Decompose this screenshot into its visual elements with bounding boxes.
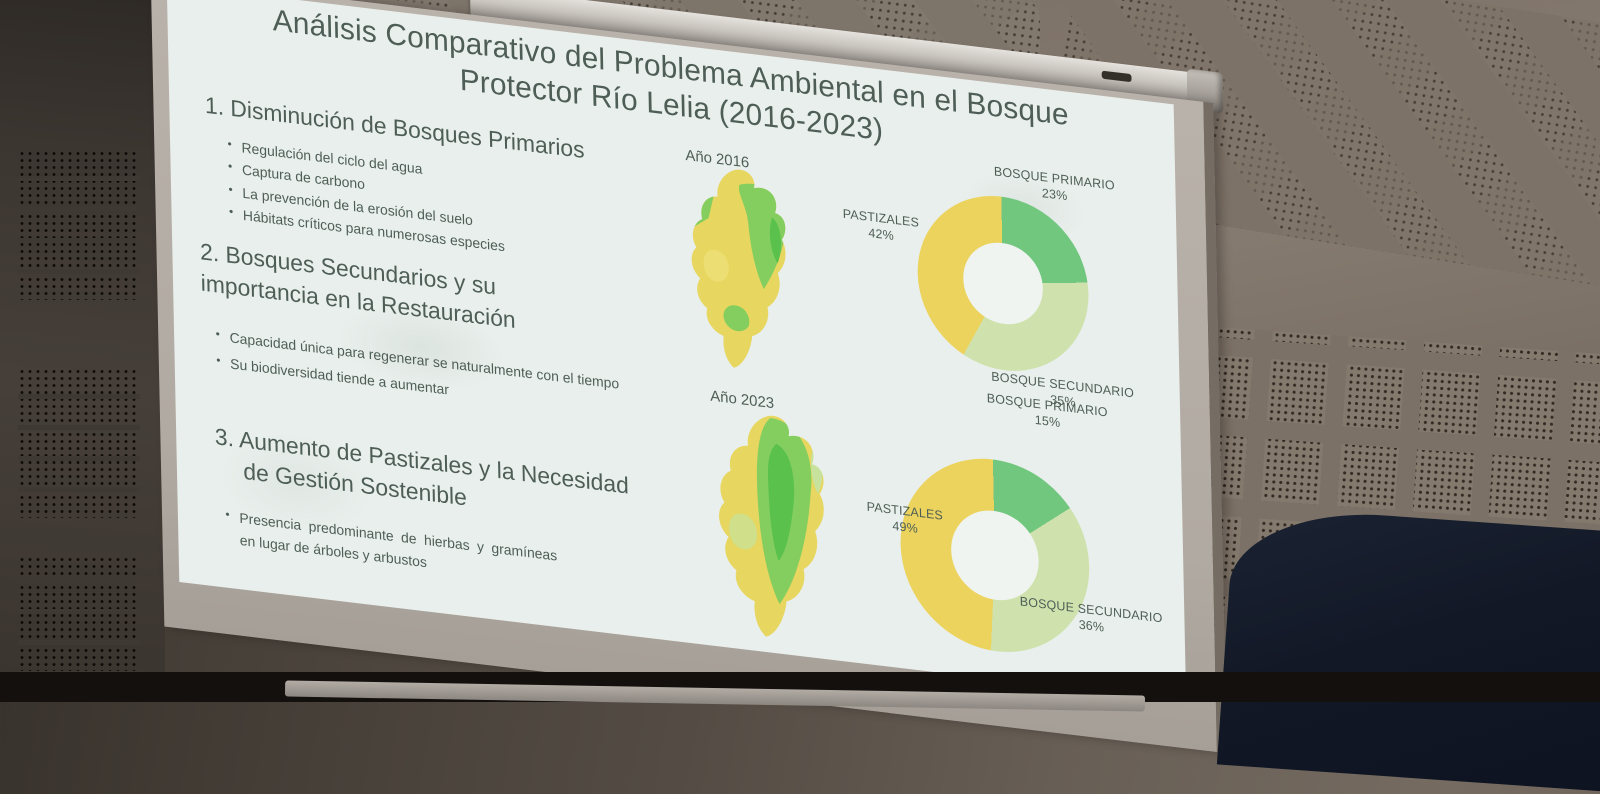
perforation-block	[18, 150, 140, 300]
screen-surface: Análisis Comparativo del Problema Ambien…	[150, 0, 1227, 754]
donut-hole	[950, 506, 1040, 605]
section-2-bullets: Capacidad única para regenerar se natura…	[214, 324, 648, 425]
perforation-block	[18, 368, 140, 518]
map-2023	[716, 409, 827, 644]
label-pastizales-2016: PASTIZALES 42%	[842, 206, 920, 244]
left-wall-pillar	[0, 0, 165, 702]
screen-housing-slot	[1101, 70, 1132, 83]
donut-hole	[962, 238, 1044, 329]
map-2016	[689, 163, 789, 375]
donut-chart-2016	[915, 186, 1091, 381]
slide: Análisis Comparativo del Problema Ambien…	[166, 0, 1187, 703]
monitor-back	[1216, 505, 1600, 794]
projector-screen: Análisis Comparativo del Problema Ambien…	[150, 0, 1227, 754]
